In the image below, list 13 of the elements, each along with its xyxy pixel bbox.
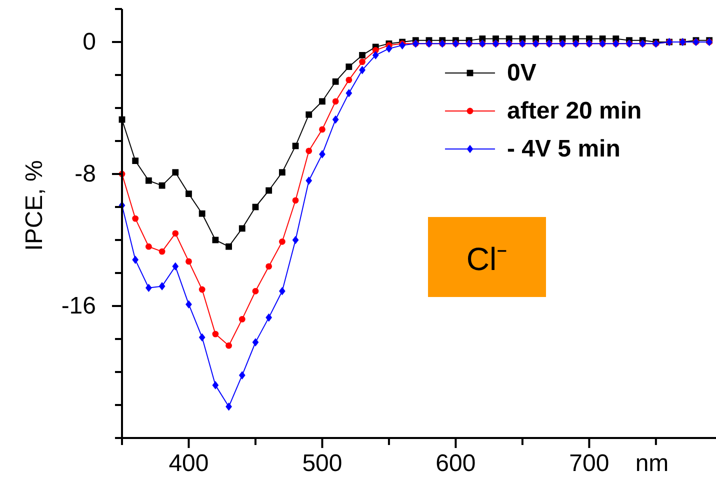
legend-label: - 4V 5 min [507,136,620,162]
x-tick-label: 700 [569,450,610,477]
y-axis-title: IPCE, % [21,160,48,251]
annotation: Cl⁻ [466,241,508,277]
x-axis-title: nm [635,450,669,477]
x-tick-label: 500 [302,450,342,477]
legend-label: after 20 min [507,98,642,124]
x-tick-label: 400 [168,450,209,477]
y-tick-label: -16 [61,292,96,320]
y-tick-label: 0 [82,28,96,56]
legend-label: 0V [507,60,536,86]
y-tick-label: -8 [74,160,96,188]
x-tick-label: 600 [436,450,476,477]
